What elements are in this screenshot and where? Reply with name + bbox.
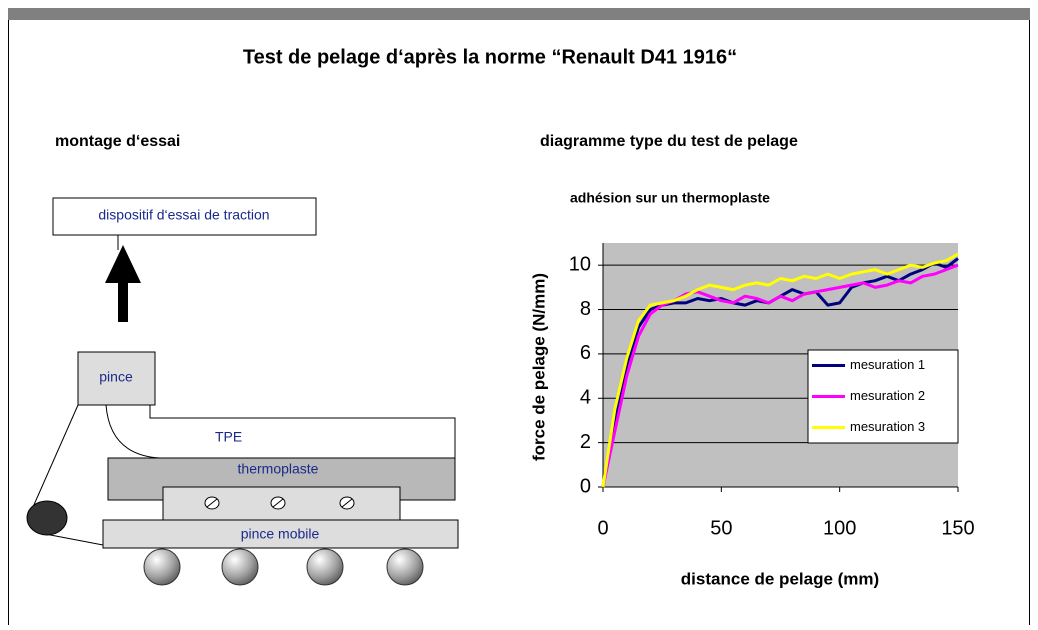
y-tick-label: 10 [569,253,591,275]
legend-label: mesuration 3 [850,419,925,434]
device-label: dispositif d‘essai de traction [98,207,269,223]
y-tick-label: 2 [580,431,591,453]
arrow-shaft [118,282,128,322]
y-axis-label: force de pelage (N/mm) [529,273,548,461]
belt [33,405,78,507]
slide: Test de pelage d‘après la norme “Renault… [0,0,1038,625]
x-tick-label: 50 [710,517,732,539]
x-tick-label: 150 [941,517,974,539]
wheels [144,549,423,585]
x-tick-label: 0 [597,517,608,539]
legend-label: mesuration 1 [850,357,925,372]
y-tick-label: 8 [580,298,591,320]
y-tick-label: 0 [580,475,591,497]
x-tick-label: 100 [823,517,856,539]
roller [27,501,67,535]
legend-label: mesuration 2 [850,388,925,403]
y-tick-label: 4 [580,387,591,409]
slide-title: Test de pelage d‘après la norme “Renault… [243,46,737,68]
tpe-label: TPE [215,429,242,445]
clamp-label: pince [99,369,133,385]
chart-title: adhésion sur un thermoplaste [570,190,770,206]
setup-heading: montage d‘essai [55,133,180,150]
arrow-head [105,245,141,283]
mobile-clamp-label: pince mobile [241,526,320,542]
chart-heading: diagramme type du test de pelage [540,133,798,150]
y-tick-label: 6 [580,342,591,364]
top-bar [8,8,1030,20]
thermoplastic-label: thermoplaste [238,461,319,477]
x-axis-label: distance de pelage (mm) [681,569,879,588]
tpe-strip [106,405,455,458]
